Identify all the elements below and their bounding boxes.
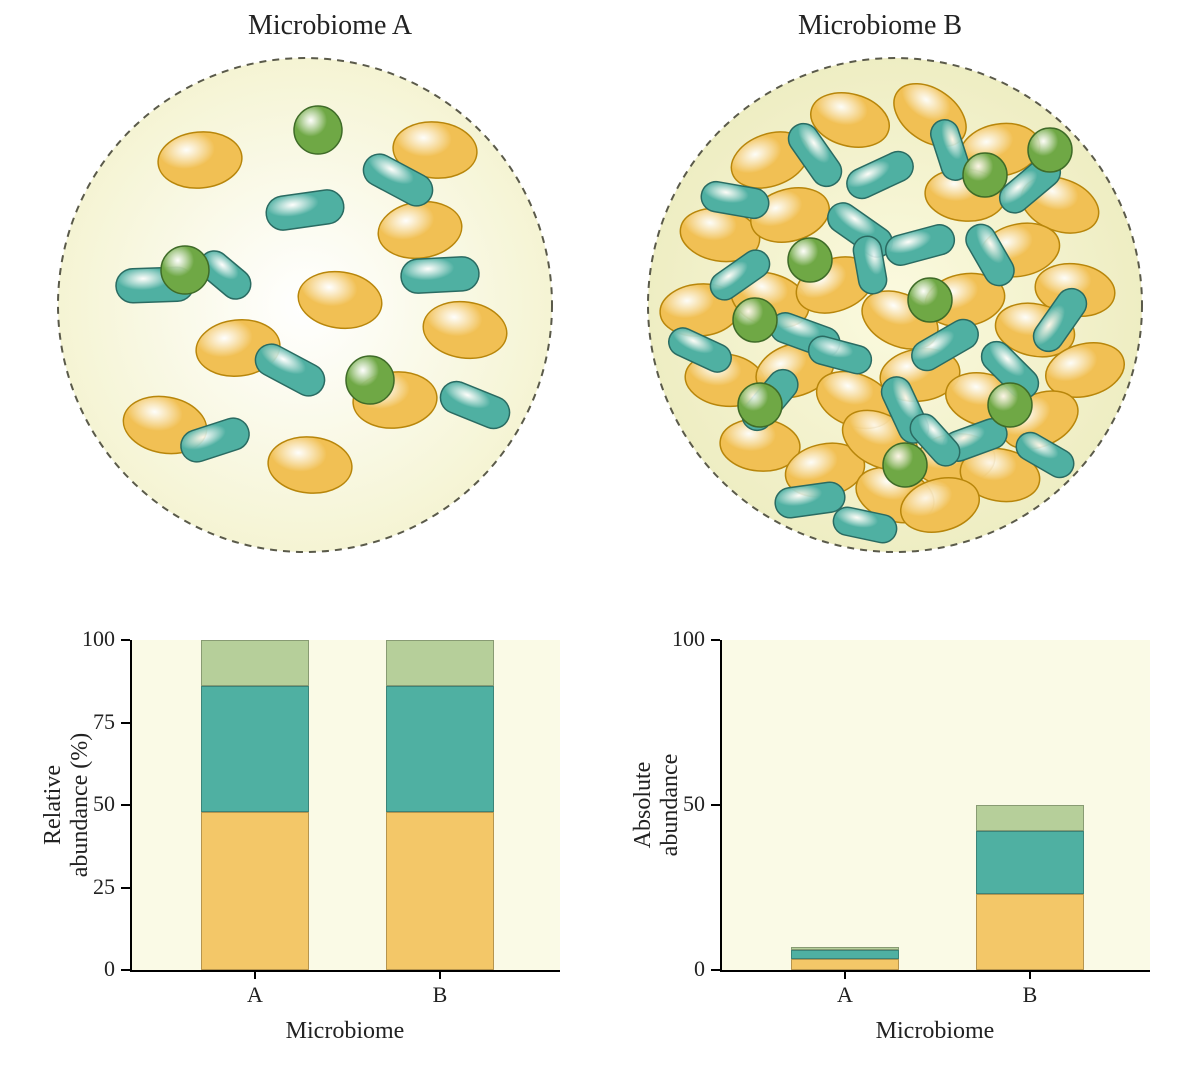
bar-B [976, 805, 1084, 970]
bar-segment-oval [791, 959, 899, 970]
absolute-abundance-chart: 050100ABMicrobiomeAbsolute abundance [0, 0, 1200, 1090]
y-axis [720, 640, 722, 970]
chart-plot-area [720, 640, 1150, 970]
x-axis [720, 970, 1150, 972]
bar-segment-oval [976, 894, 1084, 970]
bar-segment-sphere [976, 805, 1084, 831]
bar-segment-rod [791, 950, 899, 959]
bar-A [791, 947, 899, 970]
x-tick-label: A [815, 982, 875, 1008]
y-tick [711, 804, 720, 806]
y-tick-label: 0 [650, 956, 705, 982]
bar-segment-rod [976, 831, 1084, 894]
y-axis-title: Absolute abundance [630, 705, 690, 905]
y-tick [711, 639, 720, 641]
x-axis-title: Microbiome [720, 1018, 1150, 1045]
bar-segment-sphere [791, 947, 899, 950]
x-tick-label: B [1000, 982, 1060, 1008]
figure-root: Microbiome A Microbiome B 0255075100ABMi… [0, 0, 1200, 1075]
x-tick [844, 970, 846, 979]
y-tick [711, 969, 720, 971]
x-tick [1029, 970, 1031, 979]
y-tick-label: 100 [650, 626, 705, 652]
